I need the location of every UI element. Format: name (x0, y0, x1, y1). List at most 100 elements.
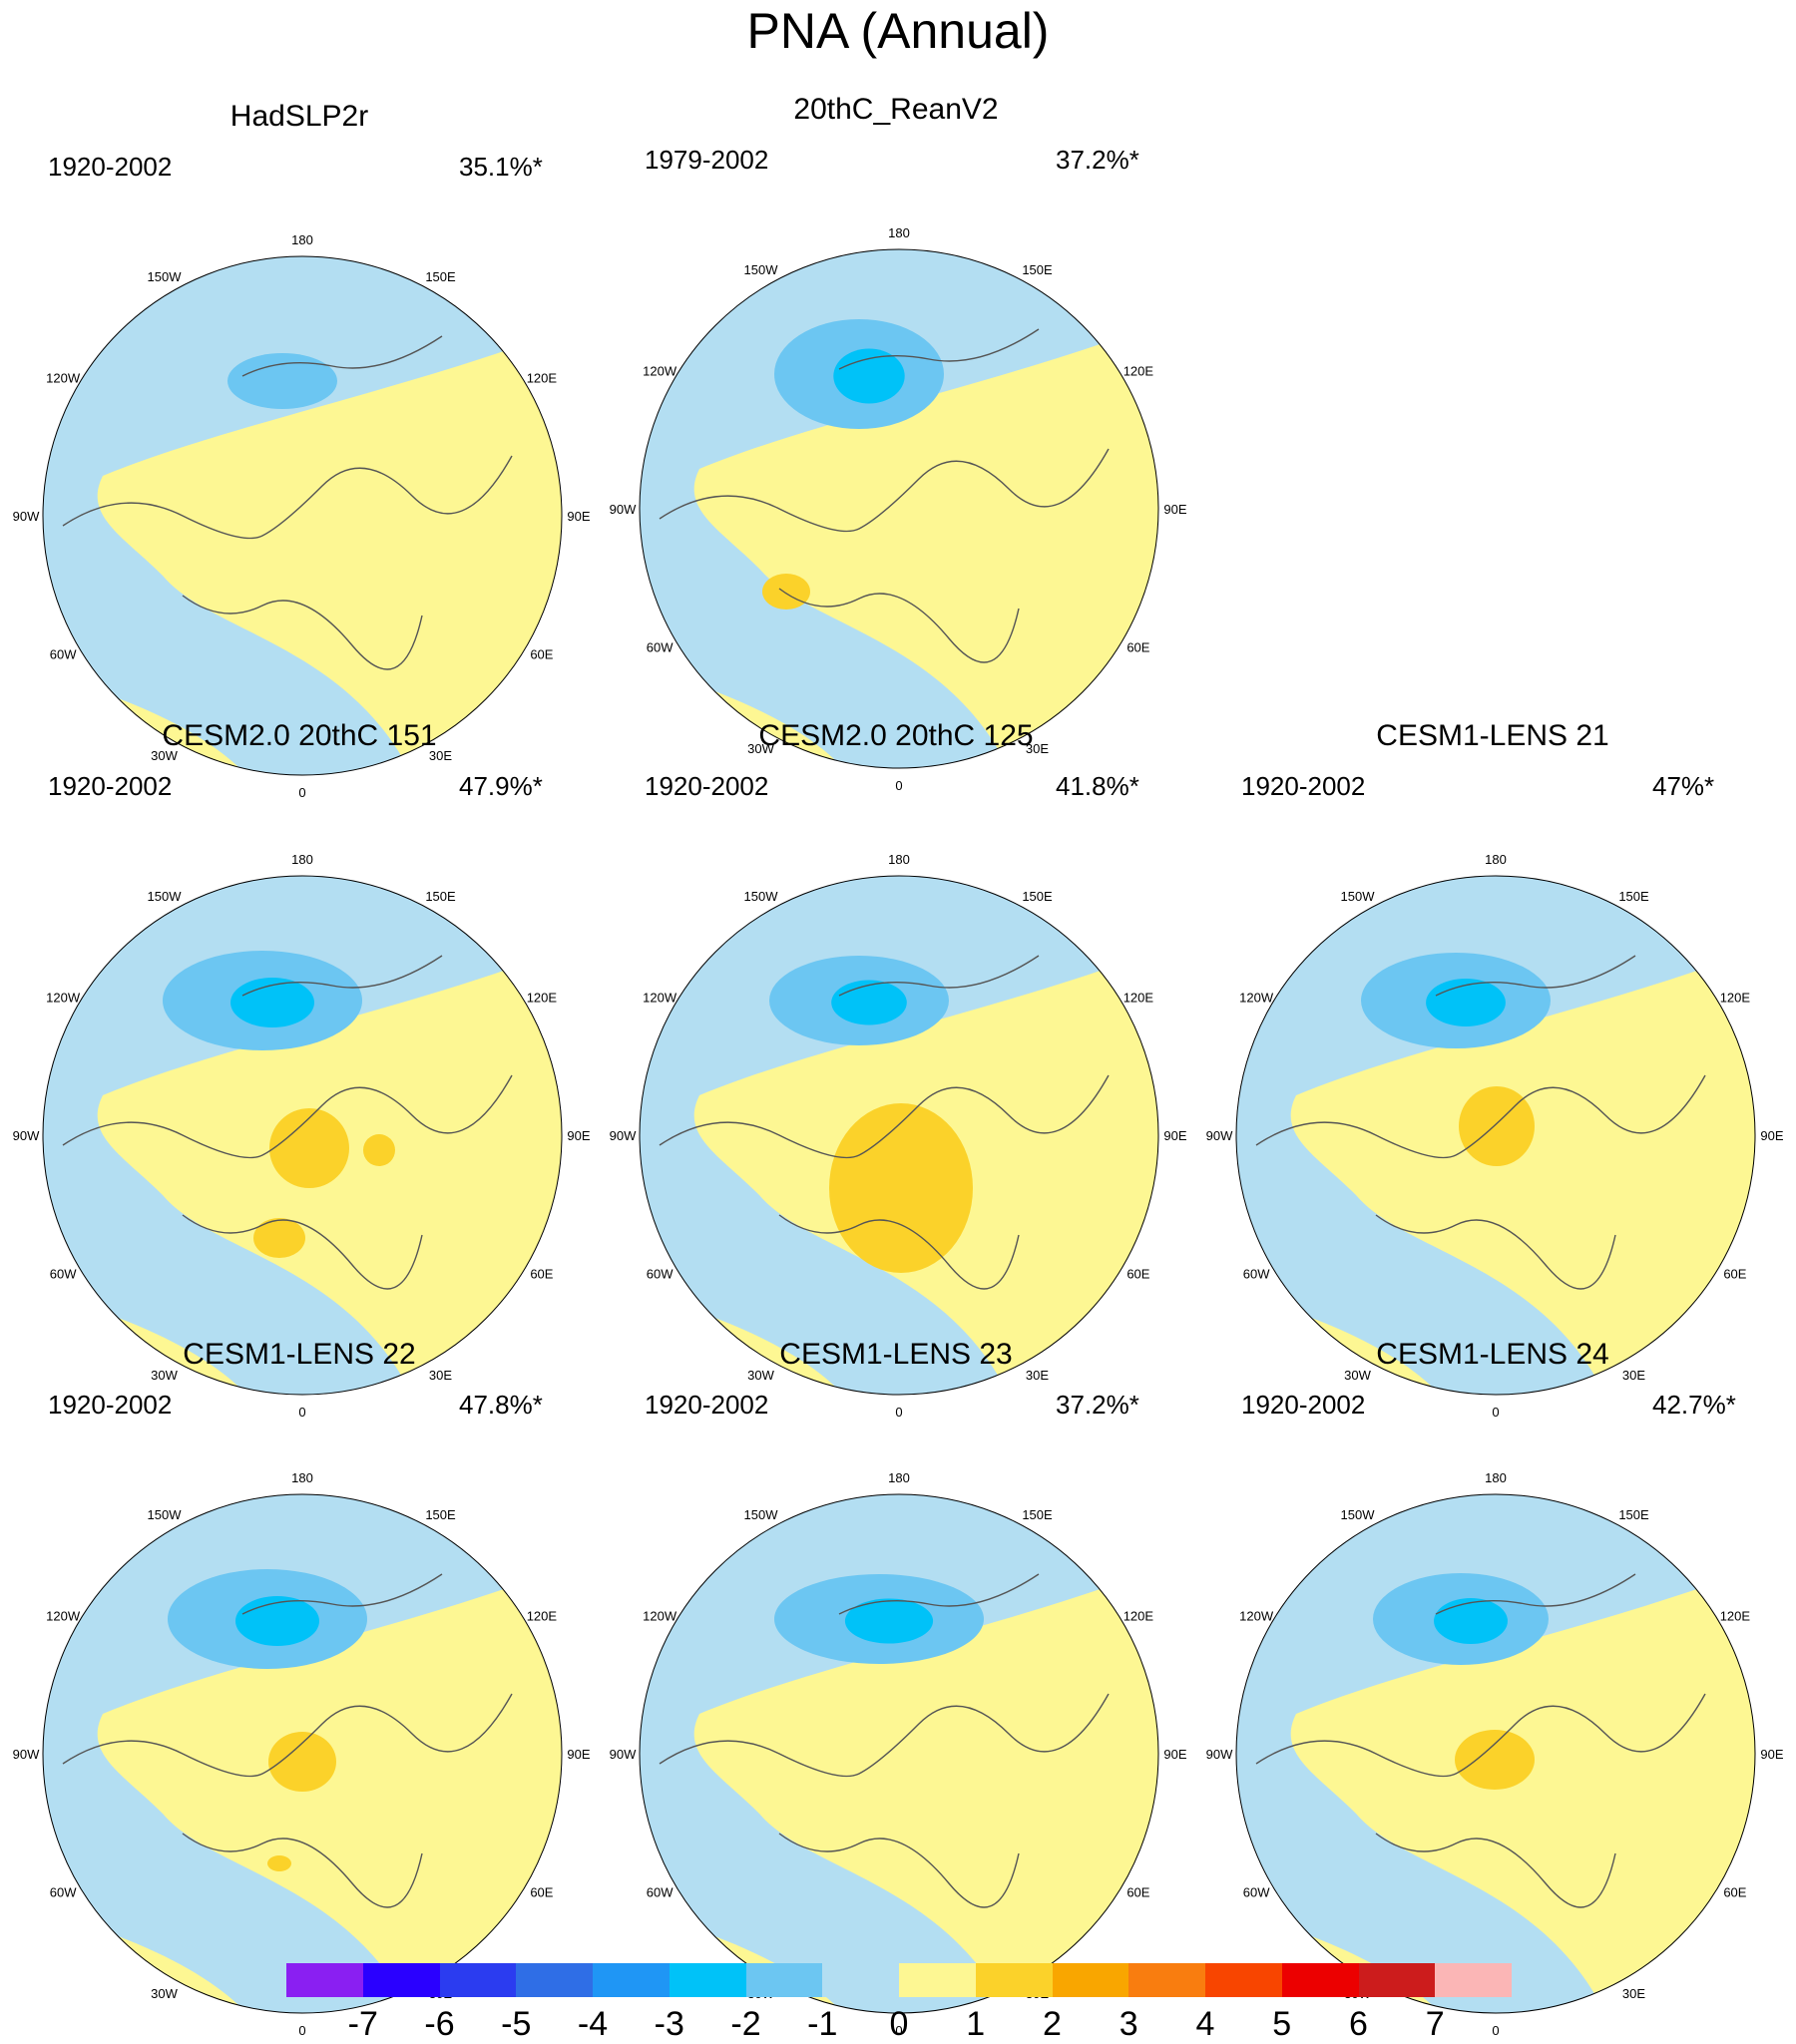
coastline (62, 955, 513, 1290)
longitude-label: 60E (1126, 1267, 1149, 1282)
colorbar-swatch (1358, 1963, 1436, 1997)
panel-title: 20thC_ReanV2 (793, 93, 999, 126)
longitude-label: 60E (530, 647, 553, 662)
longitude-label: 180 (291, 852, 313, 867)
longitude-label: 0 (895, 1405, 902, 1418)
colorbar-swatch (1205, 1963, 1282, 1997)
panel-period: 1920-2002 (48, 152, 173, 182)
colorbar-tick-label: -1 (807, 2005, 838, 2043)
longitude-label: 90W (610, 1128, 637, 1143)
colorbar-swatch (1052, 1963, 1129, 1997)
longitude-label: 60E (1723, 1267, 1746, 1282)
longitude-label: 120W (46, 371, 81, 386)
longitude-label: 90E (1760, 1128, 1783, 1143)
longitude-label: 60E (1723, 1885, 1746, 1900)
longitude-label: 120E (1720, 991, 1751, 1006)
longitude-label: 90W (13, 509, 40, 524)
longitude-label: 120E (527, 371, 558, 386)
panel-period: 1920-2002 (48, 1390, 173, 1420)
panel-period: 1920-2002 (645, 771, 769, 801)
colorbar-swatch (822, 1963, 899, 1997)
colorbar-tick-label: -7 (347, 2005, 378, 2043)
longitude-label: 90E (1163, 502, 1186, 517)
panel-period: 1920-2002 (1241, 1390, 1366, 1420)
longitude-label: 150E (425, 269, 456, 284)
colorbar-swatch (745, 1963, 823, 1997)
colorbar-swatch (286, 1963, 363, 1997)
panel-title: CESM2.0 20thC 151 (162, 719, 437, 752)
longitude-label: 120E (1720, 1609, 1751, 1624)
longitude-label: 60W (50, 1267, 77, 1282)
colorbar-swatch (899, 1963, 976, 1997)
panel-percent: 42.7%* (1652, 1390, 1736, 1420)
longitude-label: 150W (148, 269, 183, 284)
longitude-label: 150E (425, 889, 456, 904)
panel-period: 1920-2002 (48, 771, 173, 801)
longitude-label: 120W (1239, 1609, 1274, 1624)
anomaly-high (269, 1108, 349, 1188)
colorbar-tick-label: 6 (1349, 2005, 1368, 2043)
colorbar-swatch (362, 1963, 440, 1997)
colorbar-swatch (1435, 1963, 1512, 1997)
main-title: PNA (Annual) (746, 3, 1050, 59)
longitude-label: 60E (530, 1885, 553, 1900)
map-boundary (639, 1493, 1159, 2014)
panel-percent: 47.9%* (459, 771, 543, 801)
longitude-label: 0 (298, 2023, 305, 2036)
coastline (659, 328, 1110, 663)
panel-title: CESM1-LENS 21 (1376, 719, 1609, 752)
anomaly-high (1459, 1086, 1535, 1166)
longitude-label: 30E (1026, 1368, 1049, 1383)
longitude-label: 90W (610, 1747, 637, 1762)
coastline (1255, 1573, 1706, 1908)
longitude-label: 60W (647, 1885, 674, 1900)
panel-title: HadSLP2r (229, 100, 369, 133)
longitude-label: 120W (643, 1609, 677, 1624)
longitude-label: 60W (647, 640, 674, 655)
anomaly-high (268, 1732, 336, 1792)
anomaly-field-positive (97, 1564, 562, 2013)
longitude-label: 90E (567, 1747, 590, 1762)
colorbar-swatch (1128, 1963, 1205, 1997)
panel-percent: 37.2%* (1056, 1390, 1139, 1420)
longitude-label: 30E (1622, 1986, 1645, 2001)
coastline (659, 1573, 1110, 1908)
anomaly-high (1455, 1730, 1535, 1790)
anomaly-field-positive (1290, 1564, 1755, 2013)
longitude-label: 30W (151, 1368, 178, 1383)
longitude-label: 60W (50, 647, 77, 662)
map-panel-cesm1-lens-23: 180 150E 120E 90E 60E 30E 0 30W 60W 90W 120W 150W C… (597, 1338, 1195, 2036)
longitude-label: 150E (425, 1507, 456, 1522)
longitude-label: 60W (647, 1267, 674, 1282)
longitude-label: 180 (1485, 852, 1507, 867)
colorbar-swatch (516, 1963, 593, 1997)
longitude-label: 90E (1163, 1128, 1186, 1143)
anomaly-high (267, 1855, 291, 1871)
aleutian-low-core (235, 1596, 319, 1646)
longitude-label: 60W (50, 1885, 77, 1900)
longitude-label: 150W (1341, 889, 1376, 904)
anomaly-high (762, 574, 810, 610)
colorbar (286, 1963, 1512, 1997)
panel-title: CESM1-LENS 24 (1376, 1338, 1609, 1371)
colorbar-swatch (669, 1963, 746, 1997)
colorbar-tick-label: -5 (501, 2005, 532, 2043)
aleutian-low (227, 353, 337, 409)
colorbar-tick-label: 5 (1272, 2005, 1292, 2043)
longitude-label: 150E (1618, 1507, 1649, 1522)
coastline (62, 335, 513, 670)
anomaly-field-positive (693, 319, 1158, 768)
colorbar-swatch (593, 1963, 670, 1997)
longitude-label: 120E (527, 991, 558, 1006)
longitude-label: 150W (1341, 1507, 1376, 1522)
anomaly-field-positive (693, 1564, 1158, 2013)
longitude-label: 0 (895, 2023, 902, 2036)
longitude-label: 180 (291, 232, 313, 247)
map-panel-20thc-reanv2: 180 150E 120E 90E 60E 30E 0 30W 60W 90W 120W 150W 2… (597, 93, 1195, 791)
longitude-label: 120W (643, 364, 677, 379)
